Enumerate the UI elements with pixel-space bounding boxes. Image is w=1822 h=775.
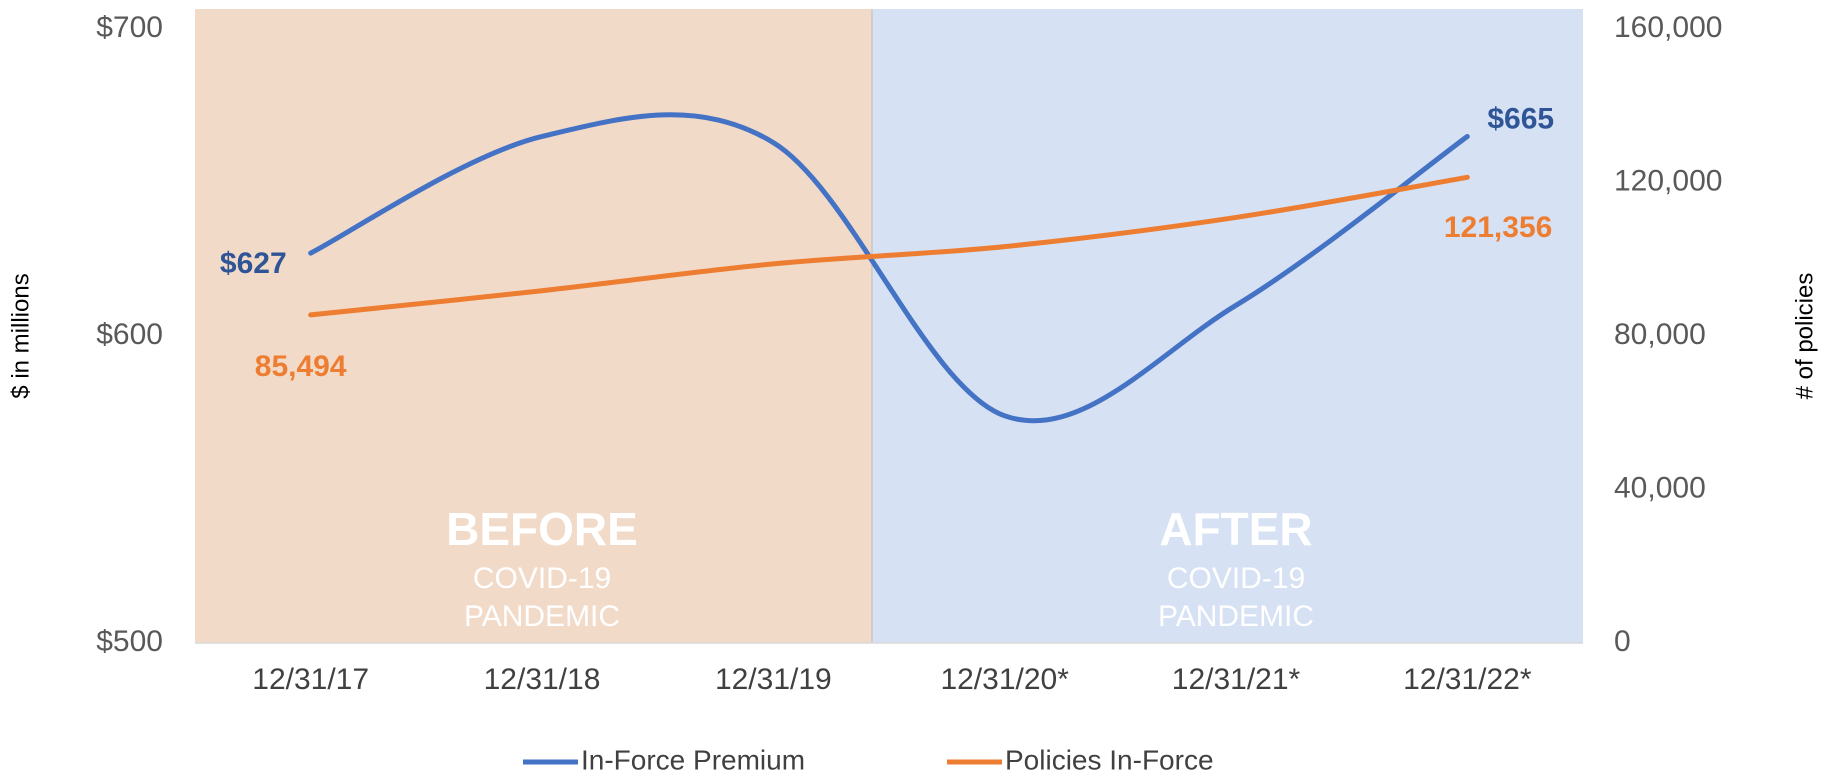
- zone-text: PANDEMIC: [1158, 600, 1314, 633]
- y2-tick-label: 160,000: [1614, 11, 1722, 44]
- data-label: $665: [1487, 102, 1554, 135]
- legend-label: Policies In-Force: [1005, 744, 1214, 775]
- x-tick-label: 12/31/18: [484, 663, 601, 696]
- legend-label: In-Force Premium: [581, 744, 805, 775]
- data-label: 121,356: [1444, 211, 1552, 244]
- y2-tick-label: 0: [1614, 625, 1631, 658]
- x-tick-label: 12/31/20*: [940, 663, 1069, 696]
- data-label: $627: [220, 247, 287, 280]
- y-tick-label: $700: [96, 11, 163, 44]
- y2-tick-label: 120,000: [1614, 164, 1722, 197]
- x-tick-label: 12/31/17: [252, 663, 369, 696]
- y-tick-label: $600: [96, 318, 163, 351]
- y-tick-label: $500: [96, 625, 163, 658]
- zone-text: COVID-19: [473, 562, 611, 595]
- y2-tick-label: 40,000: [1614, 471, 1706, 504]
- zone-text: PANDEMIC: [464, 600, 620, 633]
- zone-title: AFTER: [1159, 503, 1312, 555]
- data-label: 85,494: [255, 350, 347, 383]
- x-tick-label: 12/31/21*: [1172, 663, 1301, 696]
- y2-axis-label: # of policies: [1791, 273, 1818, 400]
- zone-text: COVID-19: [1167, 562, 1305, 595]
- y2-tick-label: 80,000: [1614, 318, 1706, 351]
- series-line: [308, 174, 1470, 318]
- before-shade: [195, 9, 872, 643]
- x-tick-label: 12/31/22*: [1403, 663, 1532, 696]
- y-axis-label: $ in millions: [7, 273, 34, 398]
- zone-title: BEFORE: [446, 503, 638, 555]
- x-tick-label: 12/31/19: [715, 663, 832, 696]
- after-shade: [872, 9, 1583, 643]
- series-line: [308, 112, 1470, 424]
